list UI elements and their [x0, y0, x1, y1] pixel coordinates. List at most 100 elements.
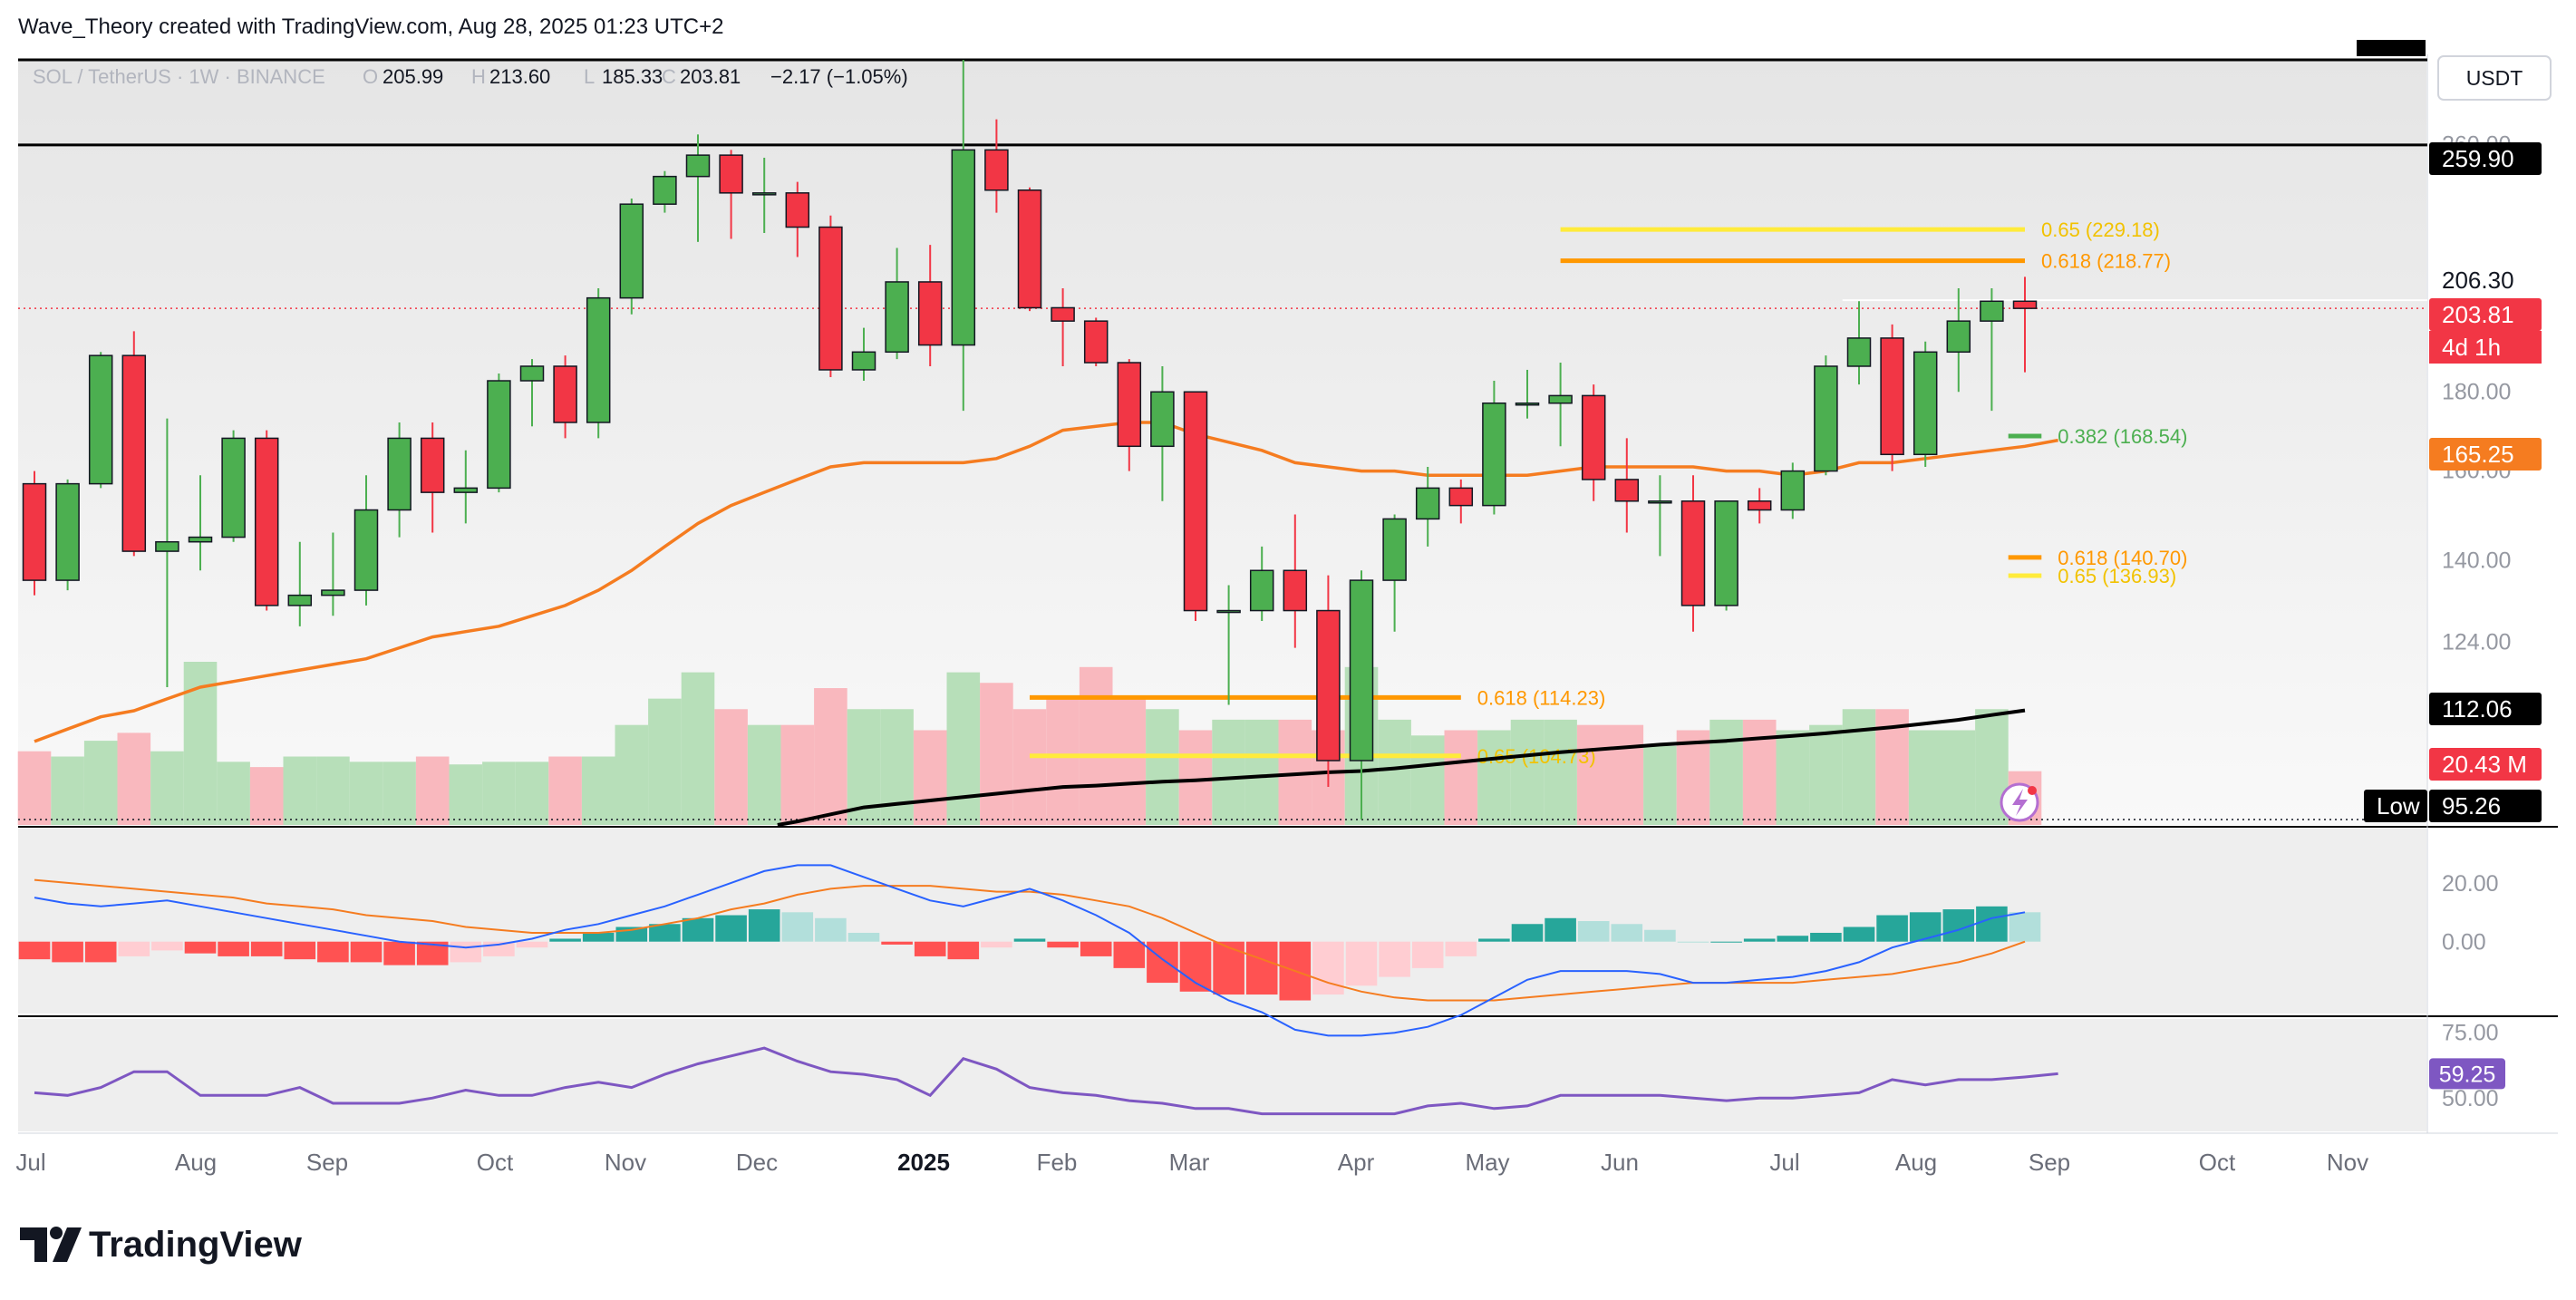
candle[interactable]	[885, 281, 909, 354]
candle[interactable]	[55, 482, 80, 581]
candle[interactable]	[1382, 518, 1407, 581]
volume-bar	[17, 751, 52, 825]
candle[interactable]	[1249, 569, 1274, 612]
currency-button[interactable]	[2437, 55, 2552, 101]
candle[interactable]	[1946, 320, 1971, 354]
macd-histogram-bar	[1611, 924, 1643, 942]
candle[interactable]	[387, 437, 412, 511]
candle[interactable]	[1913, 351, 1938, 456]
volume-bar	[1544, 719, 1577, 825]
candle[interactable]	[1747, 500, 1772, 511]
candle[interactable]	[1183, 391, 1208, 612]
candle[interactable]	[155, 540, 179, 552]
volume-bar	[449, 764, 483, 825]
candle[interactable]	[1283, 569, 1308, 612]
candle[interactable]	[88, 354, 113, 485]
macd-histogram-bar	[118, 941, 150, 956]
fibonacci-levels[interactable]: 0.65 (229.18) 0.618 (218.77) 0.382 (168.54…	[1030, 218, 2187, 768]
candle[interactable]	[653, 175, 677, 205]
volume-bar	[1510, 719, 1545, 825]
candle[interactable]	[1448, 487, 1474, 507]
rsi-indicator	[34, 1046, 2058, 1116]
candle[interactable]	[1648, 500, 1672, 504]
candle[interactable]	[1714, 500, 1738, 606]
candle[interactable]	[22, 482, 47, 581]
candle[interactable]	[453, 487, 479, 493]
candle[interactable]	[353, 509, 379, 591]
candle[interactable]	[951, 149, 976, 346]
time-axis-tick: Feb	[1037, 1149, 1078, 1176]
volume-bar	[1908, 730, 1942, 825]
candle[interactable]	[818, 226, 843, 371]
candle[interactable]	[1515, 402, 1540, 406]
tradingview-logo-icon	[20, 1227, 82, 1262]
ohlc-close-label: C	[662, 65, 676, 88]
candle[interactable]	[1017, 189, 1042, 309]
candle[interactable]	[254, 437, 279, 606]
symbol-name[interactable]: SOL / TetherUS · 1W · BINANCE	[33, 65, 325, 88]
candle[interactable]	[1614, 479, 1640, 502]
time-axis-tick: Nov	[605, 1149, 646, 1176]
macd-histogram-bar	[383, 941, 415, 965]
candle[interactable]	[1349, 579, 1374, 762]
candle[interactable]	[188, 536, 213, 543]
macd-histogram-bar	[1147, 941, 1178, 984]
candle[interactable]	[1680, 500, 1706, 606]
candle[interactable]	[1880, 337, 1904, 456]
ohlc-low-value: 185.33	[602, 65, 663, 88]
candle[interactable]	[221, 437, 246, 538]
volume-bar	[780, 724, 815, 825]
candle[interactable]	[1846, 337, 1872, 367]
time-axis-ticks[interactable]: Jul Aug Sep Oct Nov Dec 2025 Feb Mar Apr May Jun Jul…	[15, 1149, 2368, 1176]
candle[interactable]	[917, 281, 943, 346]
candle[interactable]	[719, 154, 743, 194]
candle[interactable]	[1548, 394, 1573, 404]
volume-bar	[548, 756, 582, 825]
volume-bar	[249, 767, 284, 825]
candle[interactable]	[1316, 609, 1341, 762]
candle[interactable]	[1581, 394, 1606, 480]
time-axis-tick: Sep	[2029, 1149, 2070, 1176]
candle[interactable]	[1150, 391, 1175, 448]
candle[interactable]	[287, 594, 313, 606]
tradingview-logo[interactable]: TradingView	[20, 1225, 303, 1265]
macd-histogram-bar	[1113, 941, 1146, 968]
macd-histogram-bar	[1876, 915, 1908, 942]
candle[interactable]	[785, 192, 810, 228]
candle[interactable]	[1051, 306, 1075, 322]
candle[interactable]	[1814, 365, 1838, 472]
candle[interactable]	[487, 380, 511, 490]
candle[interactable]	[586, 296, 611, 423]
candle[interactable]	[1083, 320, 1109, 364]
candle[interactable]	[420, 437, 445, 493]
candle[interactable]	[1216, 609, 1241, 614]
candle[interactable]	[121, 354, 147, 552]
candle[interactable]	[1117, 362, 1142, 448]
candle[interactable]	[519, 365, 545, 382]
candle[interactable]	[984, 149, 1009, 191]
volume-bar	[681, 672, 715, 825]
candle[interactable]	[2012, 300, 2038, 309]
price-label: 95.26	[2442, 792, 2501, 820]
macd-axis-tick: 20.00	[2442, 871, 2499, 897]
macd-histogram-bar	[1677, 941, 1709, 943]
time-axis-tick: Jul	[1769, 1149, 1799, 1176]
candle[interactable]	[1482, 402, 1506, 507]
candle[interactable]	[321, 589, 345, 597]
candle[interactable]	[1780, 470, 1806, 511]
candle[interactable]	[751, 192, 777, 196]
lightning-icon[interactable]	[2000, 782, 2039, 822]
candle[interactable]	[553, 365, 577, 423]
candle[interactable]	[851, 351, 876, 371]
candle[interactable]	[1980, 300, 2004, 322]
candle[interactable]	[685, 154, 711, 178]
volume-bar	[581, 756, 615, 825]
candle[interactable]	[619, 203, 644, 299]
volume-bar	[117, 732, 151, 825]
rsi-path	[34, 1046, 2058, 1116]
volume-bar	[1444, 730, 1478, 825]
volume-bar	[1610, 724, 1644, 825]
candlestick-series[interactable]	[22, 60, 2038, 820]
candle[interactable]	[1415, 487, 1440, 520]
